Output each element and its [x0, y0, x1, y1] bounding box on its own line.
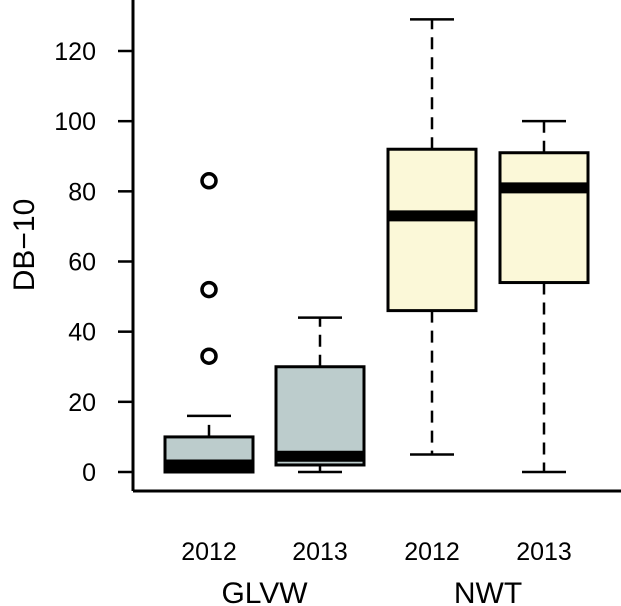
y-tick-label-40: 40 [68, 319, 96, 347]
axes [131, 0, 621, 493]
box-glvw-2013 [274, 316, 366, 474]
y-tick-label-0: 0 [82, 459, 96, 487]
y-tick-label-120: 120 [54, 38, 96, 66]
box-nwt-2012 [386, 18, 478, 456]
x-tick-label-1: 2013 [292, 538, 348, 566]
iqr-box [498, 151, 590, 285]
y-tick-label-80: 80 [68, 178, 96, 206]
x-labels: 2012 2013 2012 2013 GLVW NWT [181, 538, 572, 606]
x-tick-label-0: 2012 [181, 538, 237, 566]
group-label-nwt: NWT [454, 577, 522, 606]
outlier-point [200, 347, 218, 365]
y-tick-label-20: 20 [68, 389, 96, 417]
x-tick-label-2: 2012 [404, 538, 460, 566]
outlier-point [200, 172, 218, 190]
y-axis-title: DB−10 [8, 199, 41, 292]
outlier-point [200, 280, 218, 299]
iqr-box [386, 147, 478, 313]
iqr-box [274, 365, 366, 467]
x-tick-label-3: 2013 [516, 538, 572, 566]
box-glvw-2012 [163, 172, 255, 474]
y-tick-label-60: 60 [68, 249, 96, 277]
box-nwt-2013 [498, 119, 590, 474]
y-ticks: 0 20 40 60 80 100 120 [54, 38, 133, 487]
boxes [163, 18, 590, 474]
group-label-glvw: GLVW [221, 577, 308, 606]
y-tick-label-100: 100 [54, 108, 96, 136]
